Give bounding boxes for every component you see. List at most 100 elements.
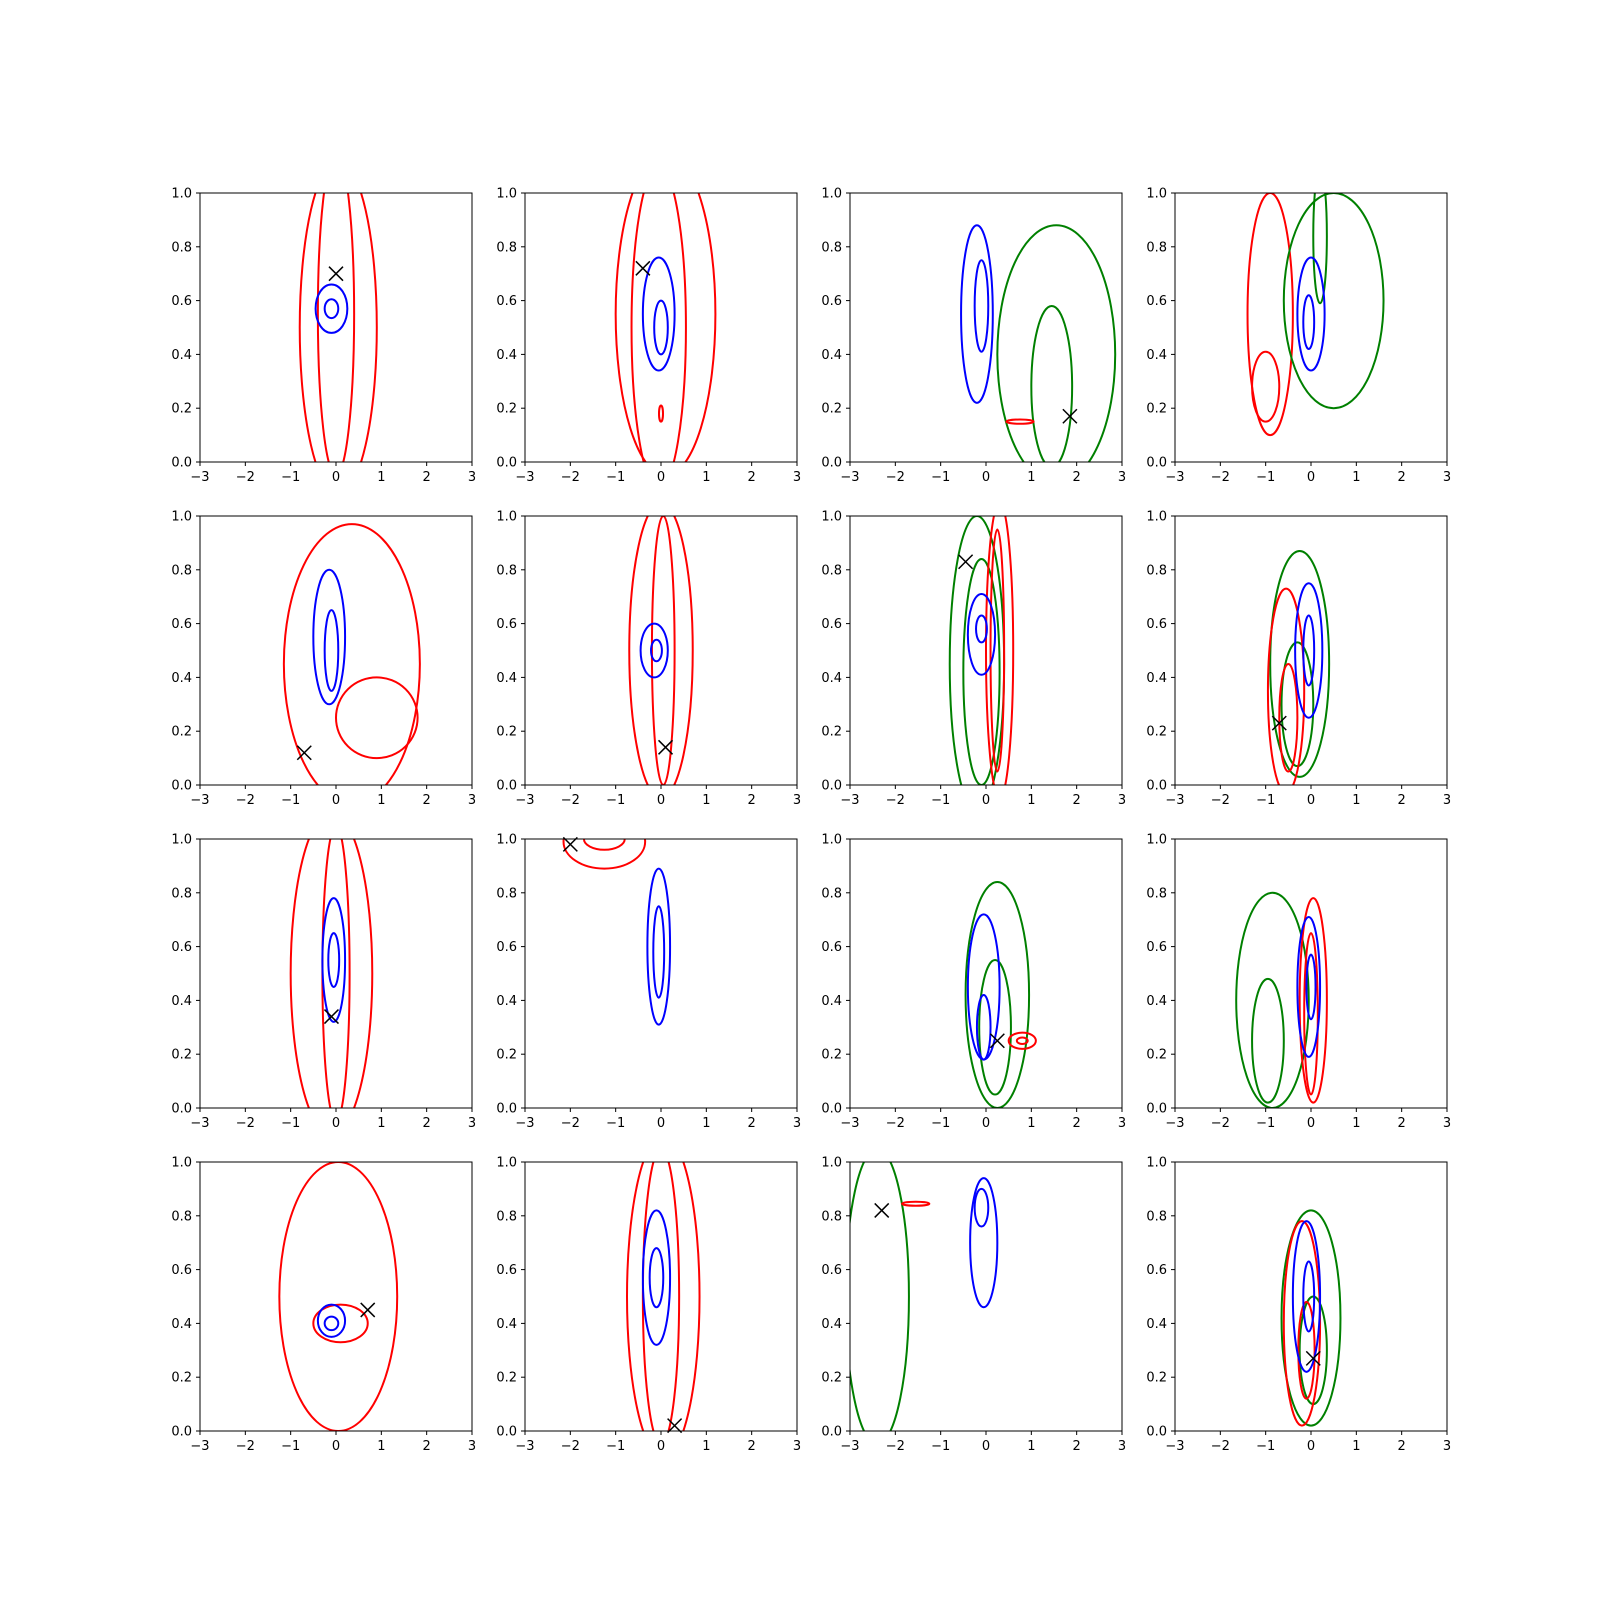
y-tick-label: 0.0 (171, 456, 192, 471)
x-tick-label: 2 (1073, 1439, 1081, 1454)
subplot-2-1: −3 −2 −1 0 1 2 3 0.0 0.2 0.4 0.6 0.8 1.0 (496, 833, 801, 1132)
blue-contour-2 (639, 622, 669, 679)
red-contour-4 (658, 404, 664, 423)
x-tick-label: −3 (190, 470, 209, 485)
y-tick-label: 0.6 (821, 1263, 842, 1278)
subplot-3-0: −3 −2 −1 0 1 2 3 0.0 0.2 0.4 0.6 0.8 1.0 (171, 1156, 476, 1455)
blue-contour-3 (650, 638, 663, 663)
subplot-2-3: −3 −2 −1 0 1 2 3 0.0 0.2 0.4 0.6 0.8 1.0 (1146, 833, 1451, 1132)
axes-frame (849, 192, 1123, 463)
axes-frame (199, 1161, 473, 1432)
blue-contour-5 (975, 614, 988, 644)
y-tick-label: 0.4 (821, 671, 842, 686)
y-tick-label: 0.4 (496, 994, 517, 1009)
y-tick-label: 0.8 (171, 240, 192, 255)
x-tick-label: 3 (793, 1116, 801, 1131)
x-tick-label: 2 (1398, 1116, 1406, 1131)
subplot-1-1: −3 −2 −1 0 1 2 3 0.0 0.2 0.4 0.6 0.8 1.0 (496, 510, 801, 809)
x-tick-label: 0 (657, 470, 665, 485)
x-tick-label: −1 (931, 470, 950, 485)
blue-contour-4 (1294, 582, 1324, 719)
y-tick-label: 1.0 (821, 1156, 842, 1171)
x-tick-label: 1 (1352, 470, 1360, 485)
x-tick-label: 1 (377, 1116, 385, 1131)
x-tick-label: −2 (236, 1439, 255, 1454)
x-tick-label: 2 (748, 793, 756, 808)
y-tick-label: 1.0 (171, 1156, 192, 1171)
x-tick-label: 0 (982, 1439, 990, 1454)
y-tick-label: 0.2 (171, 1048, 192, 1063)
blue-contour-4 (1296, 256, 1326, 372)
x-tick-label: −3 (1165, 1116, 1184, 1131)
x-tick-label: 3 (1118, 1116, 1126, 1131)
blue-contour-4 (966, 593, 997, 676)
y-tick-label: 0.2 (1146, 1048, 1167, 1063)
y-tick-label: 0.6 (496, 294, 517, 309)
x-marker (323, 1009, 339, 1025)
plot-area (298, 193, 378, 462)
red-contour-2 (1266, 587, 1306, 785)
red-contour-1 (901, 1200, 931, 1207)
y-tick-label: 0.2 (496, 725, 517, 740)
y-tick-label: 0.8 (821, 1209, 842, 1224)
x-tick-label: 0 (332, 1116, 340, 1131)
x-tick-label: −2 (1211, 1116, 1230, 1131)
x-tick-label: −1 (1256, 470, 1275, 485)
y-tick-label: 0.0 (496, 1425, 517, 1440)
y-tick-label: 0.6 (171, 294, 192, 309)
x-tick-label: 0 (1307, 470, 1315, 485)
subplot-0-1: −3 −2 −1 0 1 2 3 0.0 0.2 0.4 0.6 0.8 1.0 (496, 187, 801, 486)
y-tick-label: 1.0 (171, 833, 192, 848)
y-tick-label: 0.0 (1146, 779, 1167, 794)
x-tick-label: 2 (1073, 793, 1081, 808)
x-tick-label: 3 (1443, 1439, 1451, 1454)
x-tick-label: −2 (236, 793, 255, 808)
y-tick-label: 0.6 (496, 1263, 517, 1278)
subplot-0-0: −3 −2 −1 0 1 2 3 0.0 0.2 0.4 0.6 0.8 1.0 (171, 187, 476, 486)
x-tick-label: 1 (702, 793, 710, 808)
x-tick-label: 3 (793, 1439, 801, 1454)
x-tick-label: −2 (561, 470, 580, 485)
plot-area (562, 839, 672, 1026)
x-tick-label: 2 (1073, 470, 1081, 485)
x-marker (874, 1202, 890, 1218)
y-tick-label: 0.8 (171, 563, 192, 578)
x-tick-label: −3 (515, 470, 534, 485)
blue-contour-2 (314, 283, 349, 334)
x-tick-label: −1 (281, 1116, 300, 1131)
y-tick-label: 0.6 (1146, 294, 1167, 309)
x-tick-label: −3 (840, 1116, 859, 1131)
x-tick-label: 3 (468, 470, 476, 485)
x-marker (635, 260, 651, 276)
y-tick-label: 1.0 (496, 833, 517, 848)
red-contour-1 (312, 1303, 369, 1344)
y-tick-label: 0.4 (821, 1317, 842, 1332)
y-tick-label: 1.0 (1146, 187, 1167, 202)
green-contour-2 (1282, 193, 1385, 410)
x-marker (296, 745, 312, 761)
y-tick-label: 0.6 (1146, 940, 1167, 955)
blue-contour-2 (321, 897, 347, 1023)
x-tick-label: 3 (1118, 1439, 1126, 1454)
x-marker (360, 1302, 376, 1318)
subplot-3-2: −3 −2 −1 0 1 2 3 0.0 0.2 0.4 0.6 0.8 1.0 (821, 1156, 1126, 1455)
y-tick-label: 1.0 (171, 510, 192, 525)
red-contour-1 (1251, 350, 1281, 423)
x-marker (1062, 408, 1078, 424)
y-tick-label: 0.2 (821, 402, 842, 417)
x-tick-label: −3 (840, 1439, 859, 1454)
y-tick-label: 0.0 (1146, 1425, 1167, 1440)
x-tick-label: 0 (1307, 1116, 1315, 1131)
x-tick-label: 2 (423, 793, 431, 808)
red-contour-3 (989, 528, 1006, 773)
subplot-1-2: −3 −2 −1 0 1 2 3 0.0 0.2 0.4 0.6 0.8 1.0 (821, 510, 1126, 809)
plot-area (850, 1162, 999, 1431)
plot-area (289, 839, 374, 1108)
y-tick-label: 0.0 (171, 1102, 192, 1117)
y-tick-label: 0.8 (1146, 240, 1167, 255)
y-tick-label: 0.2 (1146, 402, 1167, 417)
red-contour-1 (630, 193, 687, 462)
green-contour-1 (978, 959, 1012, 1096)
red-contour-5 (1015, 1036, 1029, 1045)
x-tick-label: −1 (606, 793, 625, 808)
